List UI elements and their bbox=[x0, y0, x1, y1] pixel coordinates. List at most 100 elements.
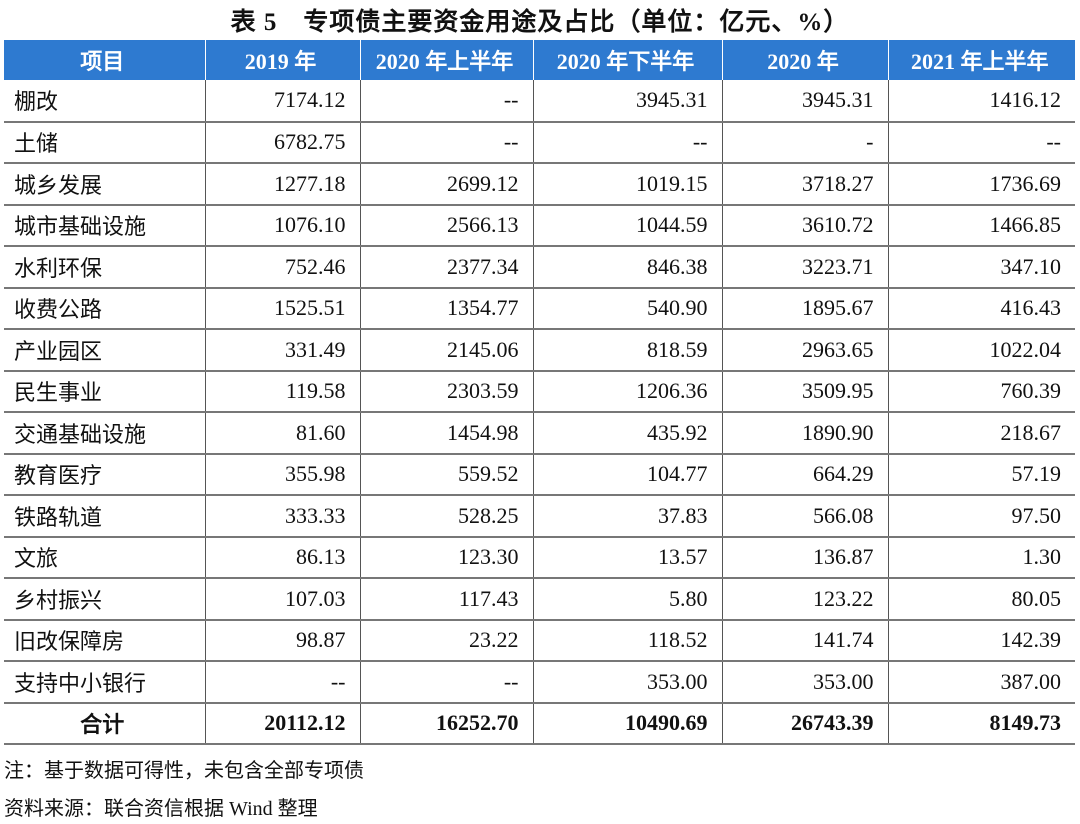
table-row: 文旅 86.13 123.30 13.57 136.87 1.30 bbox=[4, 536, 1075, 579]
table-row: 教育医疗 355.98 559.52 104.77 664.29 57.19 bbox=[4, 453, 1075, 496]
cell-value: 435.92 bbox=[532, 412, 722, 455]
cell-value: 1044.59 bbox=[532, 204, 722, 247]
cell-value: 760.39 bbox=[887, 370, 1075, 413]
cell-value: 142.39 bbox=[887, 619, 1075, 662]
cell-value: -- bbox=[359, 80, 533, 123]
table-row: 收费公路 1525.51 1354.77 540.90 1895.67 416.43 bbox=[4, 287, 1075, 330]
cell-value: 2963.65 bbox=[721, 329, 888, 372]
cell-value: 2377.34 bbox=[359, 246, 533, 289]
row-label: 文旅 bbox=[4, 536, 205, 579]
cell-value: 1.30 bbox=[887, 536, 1075, 579]
total-value: 20112.12 bbox=[204, 702, 360, 745]
cell-value: 1076.10 bbox=[204, 204, 360, 247]
cell-value: 664.29 bbox=[721, 453, 888, 496]
cell-value: 98.87 bbox=[204, 619, 360, 662]
row-label: 民生事业 bbox=[4, 370, 205, 413]
cell-value: 136.87 bbox=[721, 536, 888, 579]
table-note: 注：基于数据可得性，未包含全部专项债 bbox=[4, 760, 364, 782]
cell-value: 3945.31 bbox=[532, 80, 722, 123]
cell-value: -- bbox=[359, 121, 533, 164]
cell-value: -- bbox=[359, 661, 533, 704]
cell-value: 123.22 bbox=[721, 578, 888, 621]
cell-value: 387.00 bbox=[887, 661, 1075, 704]
total-value: 10490.69 bbox=[532, 702, 722, 745]
cell-value: 353.00 bbox=[532, 661, 722, 704]
column-header: 项目 bbox=[4, 40, 205, 80]
table-row: 产业园区 331.49 2145.06 818.59 2963.65 1022.04 bbox=[4, 329, 1075, 372]
cell-value: 1454.98 bbox=[359, 412, 533, 455]
cell-value: 416.43 bbox=[887, 287, 1075, 330]
cell-value: 118.52 bbox=[532, 619, 722, 662]
table-row: 土储 6782.75 -- -- - -- bbox=[4, 121, 1075, 164]
cell-value: 846.38 bbox=[532, 246, 722, 289]
column-header: 2020 年上半年 bbox=[359, 40, 533, 80]
row-label: 铁路轨道 bbox=[4, 495, 205, 538]
cell-value: 97.50 bbox=[887, 495, 1075, 538]
row-label: 城市基础设施 bbox=[4, 204, 205, 247]
row-label: 交通基础设施 bbox=[4, 412, 205, 455]
cell-value: -- bbox=[532, 121, 722, 164]
table-row: 乡村振兴 107.03 117.43 5.80 123.22 80.05 bbox=[4, 578, 1075, 621]
cell-value: 5.80 bbox=[532, 578, 722, 621]
cell-value: 528.25 bbox=[359, 495, 533, 538]
total-label: 合计 bbox=[4, 702, 205, 745]
cell-value: 2699.12 bbox=[359, 163, 533, 206]
cell-value: 1736.69 bbox=[887, 163, 1075, 206]
cell-value: 3718.27 bbox=[721, 163, 888, 206]
cell-value: 1466.85 bbox=[887, 204, 1075, 247]
table-row: 民生事业 119.58 2303.59 1206.36 3509.95 760.39 bbox=[4, 370, 1075, 413]
special-bond-usage-table: 项目 2019 年 2020 年上半年 2020 年下半年 2020 年 2021 年上半… bbox=[4, 40, 1075, 745]
column-header: 2021 年上半年 bbox=[887, 40, 1075, 80]
row-label: 收费公路 bbox=[4, 287, 205, 330]
table-row: 城乡发展 1277.18 2699.12 1019.15 3718.27 1736.69 bbox=[4, 163, 1075, 206]
cell-value: 119.58 bbox=[204, 370, 360, 413]
cell-value: 331.49 bbox=[204, 329, 360, 372]
total-value: 16252.70 bbox=[359, 702, 533, 745]
cell-value: 752.46 bbox=[204, 246, 360, 289]
cell-value: 355.98 bbox=[204, 453, 360, 496]
row-label: 水利环保 bbox=[4, 246, 205, 289]
cell-value: -- bbox=[204, 661, 360, 704]
cell-value: 141.74 bbox=[721, 619, 888, 662]
cell-value: 1019.15 bbox=[532, 163, 722, 206]
total-row: 合计 20112.12 16252.70 10490.69 26743.39 8149.7… bbox=[4, 702, 1075, 745]
cell-value: 7174.12 bbox=[204, 80, 360, 123]
column-header: 2020 年下半年 bbox=[532, 40, 722, 80]
cell-value: 1022.04 bbox=[887, 329, 1075, 372]
header-row: 项目 2019 年 2020 年上半年 2020 年下半年 2020 年 2021 年上半… bbox=[4, 40, 1075, 80]
cell-value: 566.08 bbox=[721, 495, 888, 538]
cell-value: 57.19 bbox=[887, 453, 1075, 496]
cell-value: 353.00 bbox=[721, 661, 888, 704]
cell-value: 6782.75 bbox=[204, 121, 360, 164]
table-row: 旧改保障房 98.87 23.22 118.52 141.74 142.39 bbox=[4, 619, 1075, 662]
cell-value: 104.77 bbox=[532, 453, 722, 496]
cell-value: 86.13 bbox=[204, 536, 360, 579]
row-label: 教育医疗 bbox=[4, 453, 205, 496]
row-label: 城乡发展 bbox=[4, 163, 205, 206]
cell-value: 123.30 bbox=[359, 536, 533, 579]
cell-value: 3945.31 bbox=[721, 80, 888, 123]
cell-value: 559.52 bbox=[359, 453, 533, 496]
table-row: 铁路轨道 333.33 528.25 37.83 566.08 97.50 bbox=[4, 495, 1075, 538]
cell-value: 117.43 bbox=[359, 578, 533, 621]
table-row: 水利环保 752.46 2377.34 846.38 3223.71 347.10 bbox=[4, 246, 1075, 289]
table-row: 支持中小银行 -- -- 353.00 353.00 387.00 bbox=[4, 661, 1075, 704]
cell-value: 1890.90 bbox=[721, 412, 888, 455]
cell-value: 1895.67 bbox=[721, 287, 888, 330]
cell-value: 540.90 bbox=[532, 287, 722, 330]
cell-value: 347.10 bbox=[887, 246, 1075, 289]
table-title: 表 5 专项债主要资金用途及占比（单位：亿元、%） bbox=[230, 9, 850, 36]
cell-value: 80.05 bbox=[887, 578, 1075, 621]
row-label: 乡村振兴 bbox=[4, 578, 205, 621]
cell-value: 107.03 bbox=[204, 578, 360, 621]
table-row: 城市基础设施 1076.10 2566.13 1044.59 3610.72 1466.8… bbox=[4, 204, 1075, 247]
cell-value: 81.60 bbox=[204, 412, 360, 455]
cell-value: 1354.77 bbox=[359, 287, 533, 330]
table-row: 交通基础设施 81.60 1454.98 435.92 1890.90 218.67 bbox=[4, 412, 1075, 455]
row-label: 土储 bbox=[4, 121, 205, 164]
cell-value: 3509.95 bbox=[721, 370, 888, 413]
total-value: 8149.73 bbox=[887, 702, 1075, 745]
cell-value: 2145.06 bbox=[359, 329, 533, 372]
cell-value: 13.57 bbox=[532, 536, 722, 579]
cell-value: 2303.59 bbox=[359, 370, 533, 413]
